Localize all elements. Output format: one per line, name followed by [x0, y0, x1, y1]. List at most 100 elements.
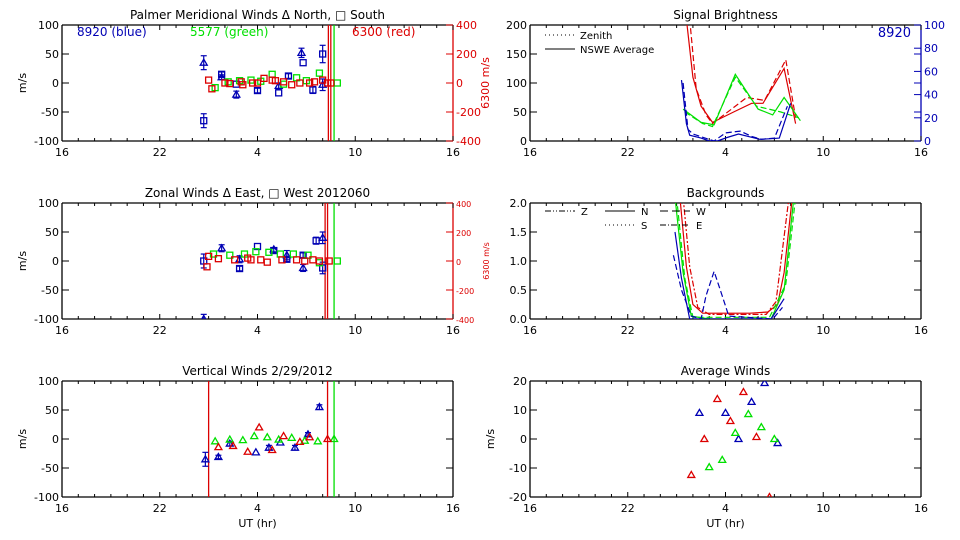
data-point-square — [283, 255, 291, 263]
data-point-square — [204, 252, 213, 261]
data-point-triangle — [756, 422, 766, 431]
y-axis-right-label: 6300 m/s — [482, 242, 491, 280]
series-line — [672, 255, 783, 319]
x-axis-label: UT (hr) — [238, 517, 276, 530]
x-axis-label: UT (hr) — [706, 517, 744, 530]
data-point-square — [268, 70, 276, 78]
y-tick-label: 200 — [506, 19, 527, 32]
series-line — [676, 203, 796, 318]
data-point-triangle — [313, 436, 323, 445]
data-point-square — [301, 257, 309, 265]
data-point-triangle — [694, 408, 705, 417]
data-point-triangle — [290, 442, 300, 451]
data-point-square — [319, 50, 327, 58]
y-tick-label: 10 — [513, 404, 527, 417]
data-point-triangle — [699, 434, 709, 443]
chart-title: Vertical Winds 2/29/2012 — [182, 364, 333, 378]
data-point-square — [315, 257, 324, 265]
x-tick-label: 16 — [446, 324, 460, 337]
y-tick-label: 150 — [506, 48, 527, 61]
y-tick-label: -50 — [41, 106, 59, 119]
data-point-square — [333, 79, 341, 87]
y-tick-label: -50 — [41, 284, 59, 297]
y-axis-label: m/s — [16, 73, 29, 93]
legend-label: NSWE Average — [580, 45, 654, 56]
chart-meridional: Palmer Meridional Winds Δ North, □ South… — [16, 8, 492, 159]
x-tick-label: 22 — [621, 146, 635, 159]
data-point-square — [253, 242, 262, 251]
data-point-square — [333, 257, 341, 265]
y-tick-label: 0.0 — [510, 313, 528, 326]
data-point-triangle — [769, 434, 780, 443]
y-axis-right-label: 6300 m/s — [479, 57, 492, 109]
data-point-triangle — [249, 431, 259, 440]
y-tick-label: 2.0 — [510, 197, 528, 210]
chart-title: Zonal Winds Δ East, □ West 2012060 — [145, 186, 370, 200]
data-point-triangle — [751, 432, 762, 441]
data-point-square — [235, 264, 244, 273]
series-line — [682, 82, 788, 141]
data-point-square — [253, 79, 262, 87]
x-tick-label: 4 — [722, 502, 729, 515]
y-tick-right-label: -400 — [456, 135, 481, 148]
data-point-triangle — [686, 470, 696, 479]
x-tick-label: 4 — [254, 324, 261, 337]
data-point-triangle — [314, 402, 325, 411]
series-line — [679, 203, 793, 314]
chart-title: Average Winds — [681, 364, 771, 378]
y-tick-label: 0 — [520, 433, 527, 446]
data-point-triangle — [717, 455, 727, 464]
x-tick-label: 16 — [523, 324, 537, 337]
y-axis-label: m/s — [16, 251, 29, 271]
annotation-8920: 8920 — [878, 26, 911, 41]
data-point-triangle — [200, 314, 207, 319]
data-point-triangle — [217, 243, 227, 252]
chart-vertical: Vertical Winds 2/29/2012 16 22 4 10 16 100 50 0 -… — [16, 364, 460, 530]
data-point-triangle — [733, 434, 744, 443]
data-point-square — [226, 79, 234, 88]
legend-label: Z — [581, 207, 588, 218]
x-tick-label: 10 — [816, 324, 830, 337]
data-point-square — [325, 257, 333, 265]
legend-label: W — [696, 207, 706, 218]
data-point-square — [257, 256, 265, 264]
x-tick-label: 4 — [722, 324, 729, 337]
data-point-triangle — [228, 441, 238, 450]
data-point-triangle — [243, 446, 253, 455]
y-tick-label: -50 — [41, 462, 59, 475]
data-point-square — [200, 117, 208, 125]
x-tick-label: 16 — [55, 146, 69, 159]
data-point-triangle — [295, 437, 305, 446]
y-tick-label: -10 — [509, 462, 527, 475]
annotation-green: 5577 (green) — [190, 25, 268, 39]
data-point-square — [231, 256, 239, 264]
plot-area — [680, 25, 801, 141]
plot-area — [200, 381, 339, 497]
y-tick-label: 50 — [45, 404, 59, 417]
y-tick-right-label: 400 — [456, 19, 477, 32]
data-point-triangle — [200, 454, 210, 463]
data-point-square — [288, 81, 296, 89]
data-point-square — [253, 86, 262, 95]
y-tick-label: 50 — [45, 48, 59, 61]
chart-title: Backgrounds — [687, 186, 765, 200]
x-tick-label: 16 — [523, 502, 537, 515]
data-point-square — [265, 248, 273, 256]
x-tick-label: 16 — [55, 324, 69, 337]
data-point-square — [221, 79, 229, 87]
data-point-triangle — [287, 433, 297, 441]
data-point-square — [292, 256, 301, 264]
x-tick-label: 16 — [914, 502, 928, 515]
data-point-triangle — [225, 438, 235, 447]
data-point-square — [276, 250, 284, 258]
data-point-triangle — [746, 397, 757, 406]
data-point-square — [284, 72, 293, 80]
y-tick-label: 100 — [38, 19, 59, 32]
y-tick-right-label: -200 — [456, 287, 474, 296]
plot-area — [686, 381, 783, 497]
x-tick-label: 4 — [254, 146, 261, 159]
legend-label: N — [641, 207, 648, 218]
x-tick-label: 10 — [816, 502, 830, 515]
